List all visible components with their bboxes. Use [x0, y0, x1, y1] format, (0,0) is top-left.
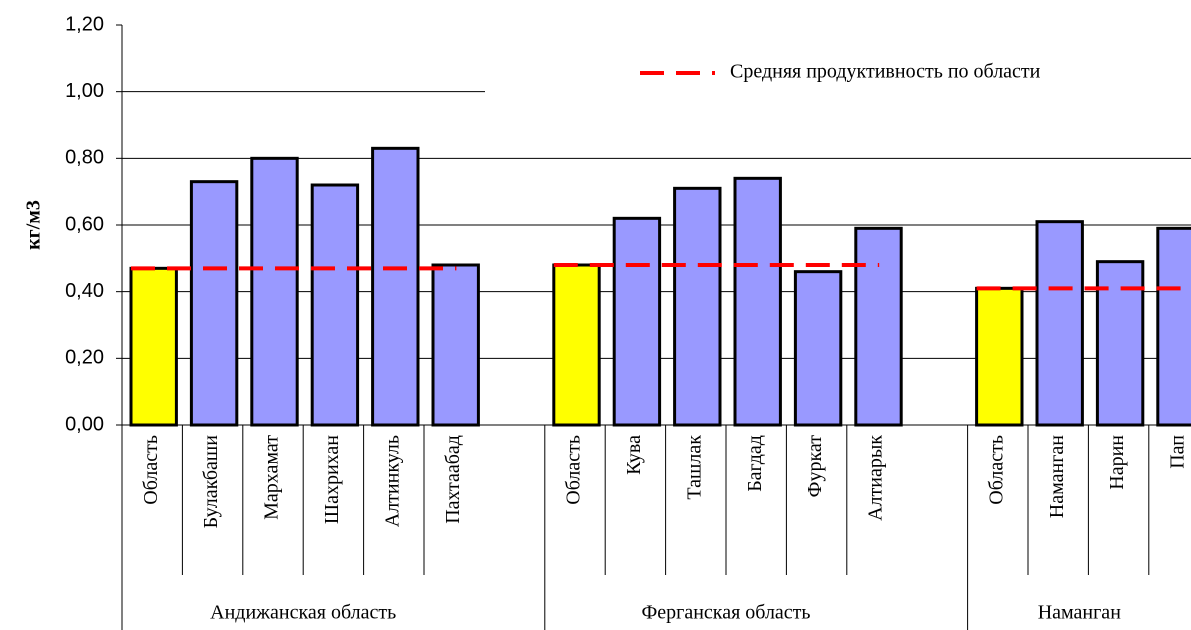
x-tick-label: Кува — [623, 435, 645, 475]
bar — [371, 146, 420, 427]
x-tick-label: Область — [140, 435, 162, 505]
bar — [612, 216, 662, 427]
bar — [1035, 220, 1084, 427]
bar — [673, 186, 722, 427]
y-tick-label: 1,20 — [65, 13, 104, 35]
x-tick-label: Область — [985, 435, 1007, 505]
x-tick-label: Мархамат — [261, 435, 283, 520]
legend-label: Средняя продуктивность по области — [730, 61, 1041, 83]
x-tick-label: Ташлак — [683, 435, 705, 500]
bar — [310, 183, 360, 427]
bar — [250, 156, 299, 427]
y-tick-label: 0,60 — [65, 213, 104, 235]
bar — [793, 270, 843, 427]
group-label: Ферганская область — [641, 602, 810, 624]
y-tick-label: 0,80 — [65, 147, 104, 169]
bar — [1095, 260, 1145, 427]
y-axis-label: кг/м3 — [23, 200, 45, 250]
bar — [189, 180, 239, 427]
y-tick-label: 0,00 — [65, 413, 104, 435]
x-tick-label: Алтинкуль — [381, 435, 403, 527]
bar — [1156, 226, 1191, 427]
group-label: Андижанская область — [210, 602, 396, 624]
y-tick-label: 0,40 — [65, 280, 104, 302]
x-tick-label: Фуркат — [804, 435, 826, 498]
bar — [129, 266, 178, 427]
bar — [552, 263, 601, 427]
x-tick-label: Шахрихан — [321, 435, 343, 524]
bar — [854, 226, 903, 427]
x-tick-label: Нарин — [1106, 435, 1128, 490]
x-tick-label: Булакбаши — [200, 435, 222, 529]
x-tick-label: Наманган — [1046, 435, 1068, 519]
x-tick-label: Алтиарык — [865, 435, 887, 521]
bar — [733, 176, 782, 427]
y-tick-label: 1,00 — [65, 80, 104, 102]
legend-box — [485, 35, 1191, 110]
x-tick-label: Багдад — [744, 435, 766, 492]
x-tick-label: Пахтаабад — [442, 435, 464, 524]
x-tick-label: Область — [563, 435, 585, 505]
bar — [431, 263, 480, 427]
y-tick-label: 0,20 — [65, 347, 104, 369]
x-tick-label: Пап — [1167, 435, 1189, 469]
group-label: Наманган — [1038, 602, 1122, 624]
bar — [975, 286, 1024, 427]
